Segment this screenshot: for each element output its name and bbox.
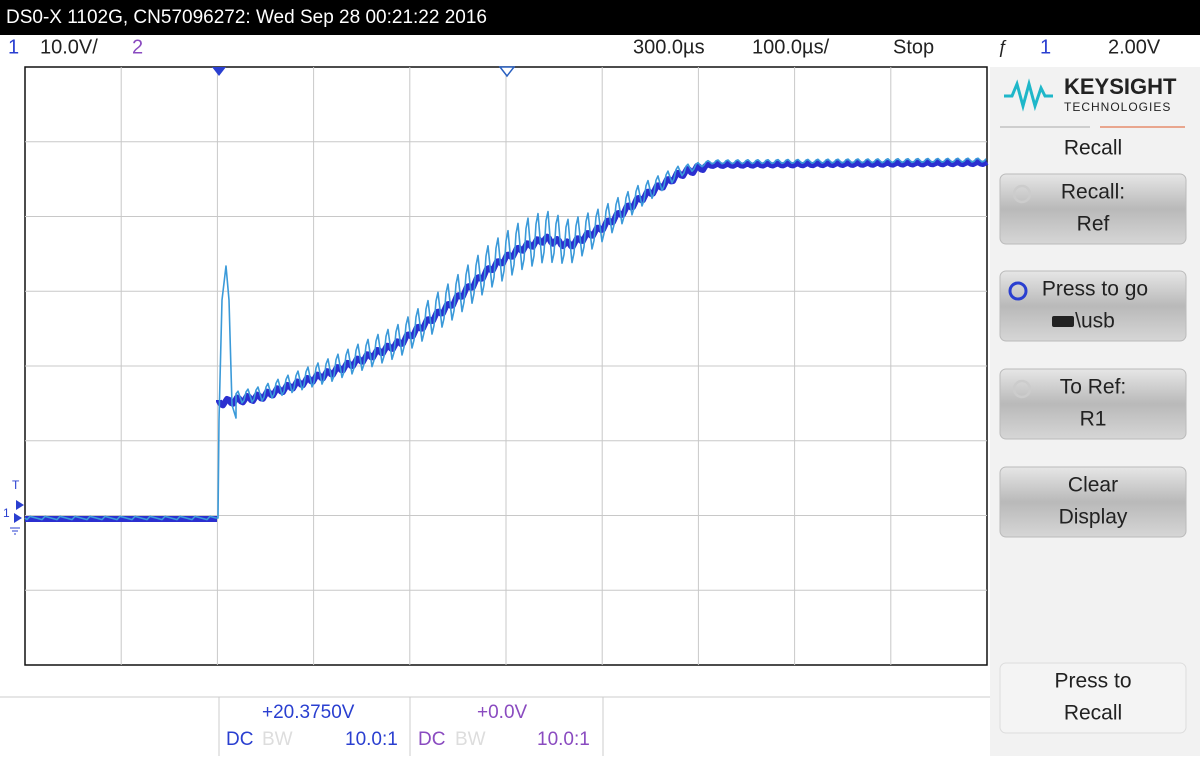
title: DS0-X 1102G, CN57096272: Wed Sep 28 00:2… xyxy=(6,7,487,28)
softkey-label: Press to go xyxy=(1042,278,1148,301)
knob-icon xyxy=(1012,379,1032,399)
usb-icon xyxy=(1052,316,1074,327)
delay-marker xyxy=(498,66,516,78)
trigger-level: 2.00V xyxy=(1108,36,1161,58)
softkey-face xyxy=(999,662,1187,734)
softkey[interactable]: Clear Display xyxy=(999,466,1187,538)
softkey-label: \usb xyxy=(1075,310,1115,333)
menu-title: Recall xyxy=(1064,137,1122,160)
trigger-arrow xyxy=(16,500,24,510)
softkey-face[interactable] xyxy=(999,368,1187,440)
ch1-bw: BW xyxy=(262,729,293,750)
run-state: Stop xyxy=(893,36,934,58)
trigger-icon: ƒ xyxy=(998,37,1008,57)
channel-info: +20.3750V DC BW 10.0:1 +0.0V DC BW 10.0:… xyxy=(226,702,590,750)
ch1-ground-marker: 1 xyxy=(3,506,10,520)
ch1-coupling: DC xyxy=(226,729,253,750)
softkey[interactable]: To Ref: R1 xyxy=(999,368,1187,440)
brand-sub: TECHNOLOGIES xyxy=(1064,100,1171,114)
status-row: 1 10.0V/ 2 300.0µs 100.0µs/ Stop ƒ 1 2.0… xyxy=(8,36,1161,58)
softkey[interactable]: Recall: Ref xyxy=(999,173,1187,245)
trigger-position-marker xyxy=(212,67,226,76)
ch2-probe: 10.0:1 xyxy=(537,729,590,750)
softkey-face[interactable] xyxy=(999,173,1187,245)
softkey[interactable]: Press to go \usb xyxy=(999,270,1187,342)
knob-icon xyxy=(1012,184,1032,204)
brand: KEYSIGHT xyxy=(1064,74,1177,99)
softkey-face[interactable] xyxy=(999,466,1187,538)
ch2-label: 2 xyxy=(132,36,143,58)
ch1-trace xyxy=(24,157,987,521)
delay: 300.0µs xyxy=(633,36,705,58)
softkey-label: Recall: xyxy=(1061,181,1125,204)
ch1-probe: 10.0:1 xyxy=(345,729,398,750)
ch1-label: 1 xyxy=(8,36,19,58)
ch2-coupling: DC xyxy=(418,729,445,750)
knob-icon xyxy=(1008,281,1028,301)
softkey-label: Press to xyxy=(1054,670,1131,693)
trigger-source: 1 xyxy=(1040,36,1051,58)
ch1-scale: 10.0V/ xyxy=(40,36,98,58)
brand-logo xyxy=(1004,78,1053,112)
softkey-label: To Ref: xyxy=(1060,376,1127,399)
ch1-arrow xyxy=(14,513,22,523)
softkey-label: R1 xyxy=(1080,408,1107,431)
ch1-offset: +20.3750V xyxy=(262,702,355,723)
softkey-label: Ref xyxy=(1077,213,1110,236)
ch2-offset: +0.0V xyxy=(477,702,528,723)
softkey: Press to Recall xyxy=(999,662,1187,734)
softkey-face[interactable] xyxy=(999,270,1187,342)
trigger-level-marker: T xyxy=(12,478,20,492)
ground-icon xyxy=(10,527,20,535)
softkey-label: Recall xyxy=(1064,702,1122,725)
softkey-label: Clear xyxy=(1068,474,1118,497)
title-bar xyxy=(0,0,1200,35)
softkey-label: Display xyxy=(1059,506,1128,529)
timebase: 100.0µs/ xyxy=(752,36,830,58)
ch2-bw: BW xyxy=(455,729,486,750)
